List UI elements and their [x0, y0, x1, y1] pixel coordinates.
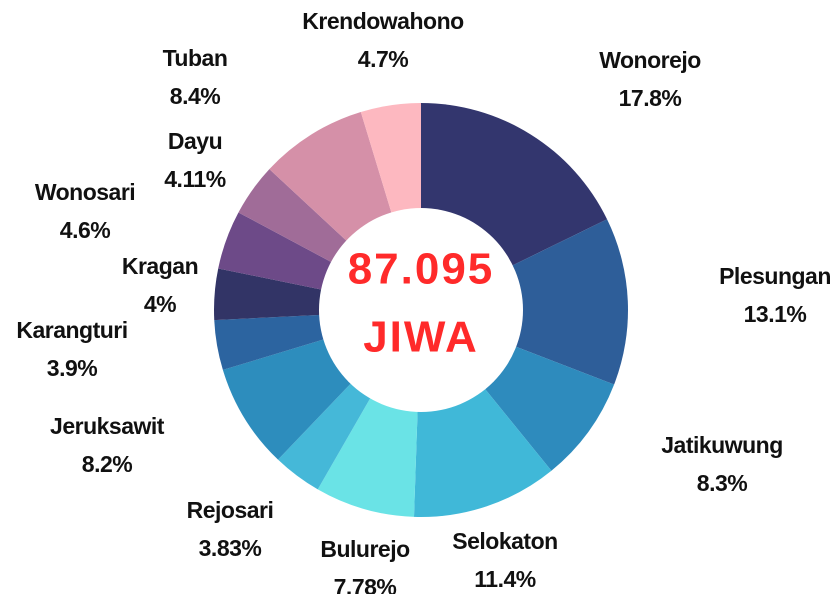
- slice-value: 11.4%: [474, 566, 535, 592]
- slice-value: 8.3%: [697, 470, 747, 496]
- slice-name: Wonosari: [35, 179, 135, 205]
- slice-name: Jeruksawit: [50, 413, 165, 439]
- slice-name: Krendowahono: [302, 8, 464, 34]
- donut-hole: [319, 208, 523, 412]
- slice-name: Rejosari: [187, 497, 274, 523]
- slice-name: Jatikuwung: [661, 432, 783, 458]
- slice-name: Wonorejo: [599, 47, 701, 73]
- slice-name: Selokaton: [452, 528, 557, 554]
- slice-value: 8.2%: [82, 451, 132, 477]
- center-number: 87.095: [348, 245, 495, 294]
- slice: [421, 219, 629, 385]
- slice-value: 4.7%: [358, 46, 408, 72]
- slice-value: 3.83%: [199, 535, 262, 561]
- slice-value: 17.8%: [619, 85, 682, 111]
- slice-name: Kragan: [122, 253, 198, 279]
- slice-value: 4.6%: [60, 217, 110, 243]
- slice-value: 4%: [144, 291, 176, 317]
- slice-value: 8.4%: [170, 83, 220, 109]
- slice-name: Bulurejo: [320, 536, 410, 562]
- slice-value: 3.9%: [47, 355, 97, 381]
- slice-value: 7.78%: [334, 574, 397, 594]
- slice-name: Karangturi: [16, 317, 127, 343]
- center-unit: JIWA: [363, 313, 479, 362]
- slice-name: Plesungan: [719, 263, 831, 289]
- slice-value: 13.1%: [744, 301, 807, 327]
- slice-value: 4.11%: [164, 166, 225, 192]
- slice-name: Dayu: [168, 128, 222, 154]
- slice-name: Tuban: [163, 45, 228, 71]
